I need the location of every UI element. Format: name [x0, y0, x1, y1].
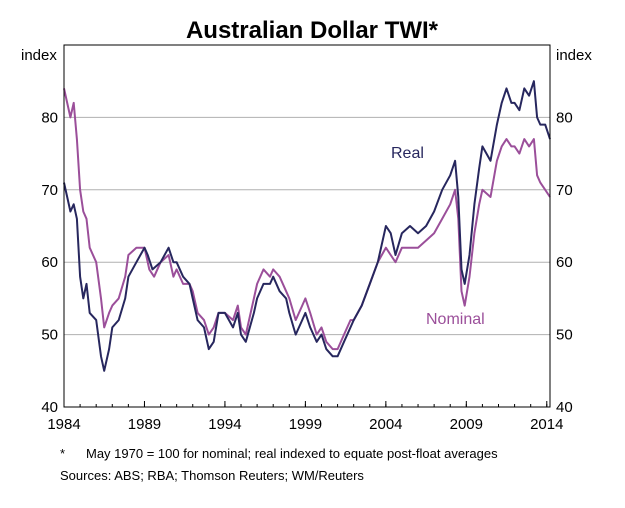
y-tick-label-right: 80: [556, 109, 573, 126]
y-tick-labels: 40 40 50 50 60 60 70 70 80 80: [41, 109, 572, 416]
y-tick-label-right: 50: [556, 327, 573, 344]
y-axis-label-right: index: [556, 47, 592, 64]
x-tick-label: 2004: [369, 416, 402, 433]
series-lines: [63, 80, 551, 372]
x-tick-label: 2009: [450, 416, 483, 433]
series-line-nominal: [63, 88, 551, 351]
y-tick-label-left: 40: [41, 399, 58, 416]
x-tick-label: 1984: [47, 416, 80, 433]
y-tick-label-right: 60: [556, 254, 573, 271]
series-label-nominal: Nominal: [426, 311, 485, 328]
footnote-text: May 1970 = 100 for nominal; real indexed…: [86, 446, 498, 461]
x-tick-labels: 1984 1989 1994 1999 2004 2009 2014: [47, 401, 563, 433]
y-axis-label-left: index: [21, 47, 57, 64]
footnote: * May 1970 = 100 for nominal; real indexe…: [60, 446, 498, 461]
x-tick-label: 1994: [208, 416, 241, 433]
y-tick-label-left: 50: [41, 327, 58, 344]
x-tick-label: 1999: [289, 416, 322, 433]
y-tick-label-left: 60: [41, 254, 58, 271]
series-line-real: [63, 80, 551, 372]
chart-title: Australian Dollar TWI*: [186, 17, 439, 44]
series-label-real: Real: [391, 145, 424, 162]
footnote-marker: *: [60, 446, 66, 461]
x-tick-label: 1989: [128, 416, 161, 433]
y-tick-label-right: 40: [556, 399, 573, 416]
y-tick-label-right: 70: [556, 182, 573, 199]
sources-note: Sources: ABS; RBA; Thomson Reuters; WM/R…: [60, 468, 364, 483]
x-tick-label: 2014: [530, 416, 563, 433]
plot-frame: [63, 44, 551, 408]
y-tick-label-left: 80: [41, 109, 58, 126]
y-tick-label-left: 70: [41, 182, 58, 199]
